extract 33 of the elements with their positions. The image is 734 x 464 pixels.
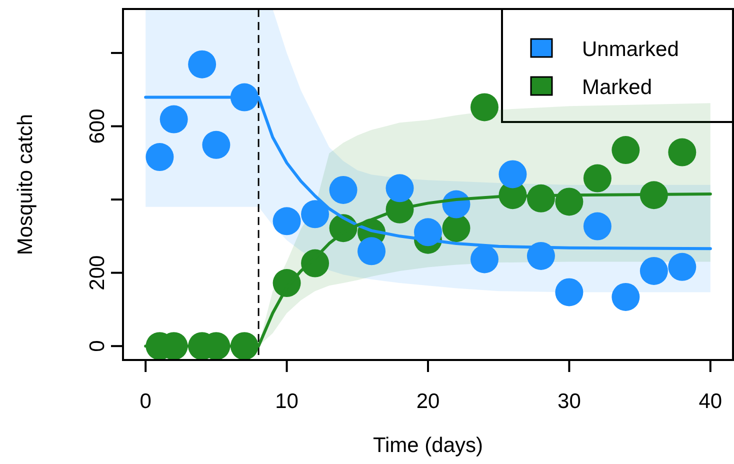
point [640, 256, 668, 285]
y-tick-label: 600 [86, 108, 109, 144]
point [160, 105, 188, 134]
x-tick-label: 0 [140, 390, 152, 413]
point [612, 136, 640, 164]
point [668, 252, 696, 281]
point [470, 245, 498, 274]
point [668, 138, 696, 166]
point [188, 50, 216, 78]
x-tick-label: 20 [416, 390, 440, 413]
y-axis-title: Mosquito catch [14, 114, 37, 256]
legend-label: Unmarked [582, 38, 679, 61]
point [329, 176, 358, 204]
point [583, 164, 612, 192]
point [202, 130, 230, 159]
x-tick-label: 40 [698, 390, 722, 413]
point [146, 143, 174, 172]
point [555, 278, 584, 306]
y-tick-label: 0 [86, 340, 109, 352]
x-tick-label: 30 [558, 390, 581, 413]
point [301, 200, 330, 228]
x-tick-label: 10 [275, 390, 298, 413]
point [498, 160, 527, 188]
x-axis-title: Time (days) [372, 434, 484, 457]
point [386, 174, 414, 202]
point [442, 214, 470, 242]
y-tick-label: 200 [86, 255, 109, 290]
point [272, 207, 301, 236]
point [583, 212, 612, 240]
point [470, 93, 498, 122]
point [612, 282, 640, 311]
legend-label: Marked [582, 76, 652, 99]
point [358, 237, 386, 266]
